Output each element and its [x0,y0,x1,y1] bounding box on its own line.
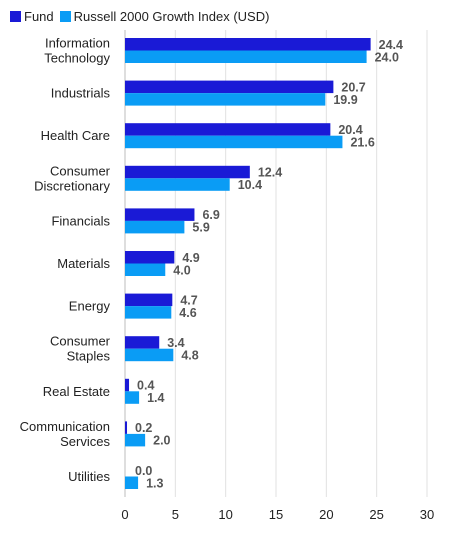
bar [125,293,173,307]
bar [125,421,128,434]
legend-item-fund: Fund [10,9,54,24]
category-label: Discretionary [34,178,110,193]
x-tick-label: 5 [172,507,179,522]
bar [125,378,130,392]
data-label: 1.3 [146,476,163,490]
x-axis-ticks: 0 5 10 15 20 25 30 [121,507,434,522]
bar [125,38,371,51]
category-label: Consumer [50,334,111,349]
category-label: Health Care [41,128,110,143]
bar [125,263,166,276]
data-label: 4.6 [179,306,196,320]
x-tick-label: 10 [218,507,232,522]
data-label: 20.7 [341,80,365,94]
x-tick-label: 0 [121,507,128,522]
x-tick-label: 25 [369,507,383,522]
x-tick-label: 20 [319,507,333,522]
x-tick-label: 30 [420,507,434,522]
bar [125,93,326,106]
category-label: Communication [20,419,110,434]
bar [125,165,250,179]
legend-item-index: Russell 2000 Growth Index (USD) [59,8,270,24]
bar [125,80,334,94]
category-label: Real Estate [43,384,110,399]
data-label: 21.6 [350,135,374,149]
bar [125,123,331,136]
bar [125,476,139,489]
data-label: 10.4 [238,178,262,192]
legend-swatch-fund [10,10,21,22]
data-label: 4.9 [182,251,199,265]
data-label: 0.0 [135,464,152,478]
data-label: 3.4 [167,336,184,350]
data-label: 4.8 [181,348,198,362]
legend-label-fund: Fund [24,8,54,24]
data-label: 5.9 [192,221,209,235]
data-label: 2.0 [153,434,170,448]
bar [125,251,175,264]
data-label: 0.4 [137,379,154,393]
bar [125,178,230,191]
category-label: Materials [57,256,110,271]
bar [125,306,172,319]
bar [125,433,146,447]
data-label: 12.4 [258,166,282,180]
data-label: 6.9 [202,208,219,222]
bar [125,391,140,404]
category-label: Staples [67,349,111,364]
legend: Fund Russell 2000 Growth Index (USD) [10,7,275,25]
data-label: 4.0 [173,263,190,277]
x-tick-label: 15 [269,507,283,522]
data-label: 19.9 [333,93,357,107]
bar [125,208,195,221]
data-label: 20.4 [338,123,362,137]
bar [125,348,174,362]
data-label: 24.4 [379,38,403,52]
data-label: 0.2 [135,421,152,435]
category-label: Energy [69,299,111,314]
category-label: Utilities [68,469,110,484]
bar [125,135,343,149]
legend-label-index: Russell 2000 Growth Index (USD) [73,8,270,24]
category-label: Industrials [51,86,111,101]
category-label: Services [60,434,110,449]
bar [125,220,185,234]
bar [125,50,367,63]
data-label: 24.0 [375,50,399,64]
category-label: Information [45,36,110,51]
category-label: Financials [51,213,110,228]
data-label: 4.7 [180,293,197,307]
bar [125,336,160,349]
bars [125,38,371,489]
category-label: Consumer [50,163,111,178]
legend-swatch-index [59,10,71,22]
data-label: 1.4 [147,391,164,405]
category-label: Technology [44,51,110,66]
